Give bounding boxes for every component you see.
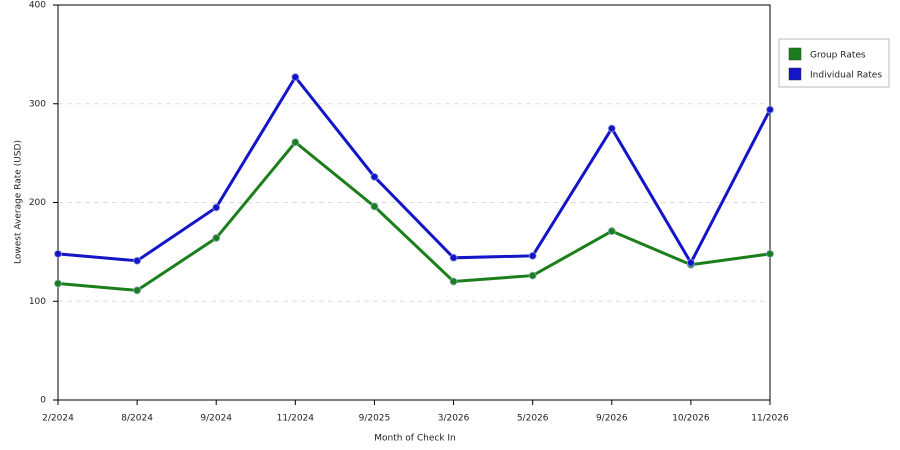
data-point: [133, 286, 142, 295]
data-point: [528, 251, 537, 260]
legend-label: Individual Rates: [810, 71, 882, 81]
x-tick-label: 8/2024: [121, 414, 153, 424]
legend-swatch: [788, 67, 802, 81]
x-tick-label: 9/2026: [596, 414, 628, 424]
data-point: [528, 271, 537, 280]
data-point: [449, 253, 458, 262]
legend-swatch: [788, 47, 802, 61]
data-point: [686, 258, 695, 267]
data-point: [291, 138, 300, 147]
data-point: [212, 203, 221, 212]
x-tick-label: 10/2026: [672, 414, 710, 424]
x-tick-label: 3/2026: [438, 414, 470, 424]
data-point: [607, 124, 616, 133]
y-axis-title: Lowest Average Rate (USD): [14, 140, 24, 264]
x-axis-title: Month of Check In: [374, 434, 456, 444]
y-tick-label: 0: [40, 396, 46, 406]
series-line: [57, 140, 771, 292]
data-point: [54, 279, 62, 288]
data-point: [766, 105, 774, 114]
data-point: [766, 249, 774, 258]
data-point: [370, 202, 379, 211]
data-point: [212, 234, 221, 243]
data-point: [370, 172, 379, 181]
data-point: [291, 73, 300, 82]
x-tick-label: 9/2025: [359, 414, 391, 424]
x-tick-label: 5/2026: [517, 414, 549, 424]
data-point: [54, 249, 62, 258]
data-point: [607, 227, 616, 236]
y-tick-label: 100: [29, 297, 46, 307]
legend-label: Group Rates: [810, 51, 866, 61]
series-line: [57, 74, 772, 266]
x-tick-label: 11/2024: [277, 414, 315, 424]
y-tick-label: 400: [29, 1, 46, 11]
x-tick-label: 11/2026: [751, 414, 789, 424]
y-tick-label: 200: [29, 198, 46, 208]
x-tick-label: 9/2024: [200, 414, 232, 424]
x-tick-label: 2/2024: [42, 414, 74, 424]
y-tick-label: 300: [29, 99, 46, 109]
data-point: [133, 256, 142, 265]
plot-frame: [57, 4, 771, 401]
data-point: [449, 277, 458, 286]
